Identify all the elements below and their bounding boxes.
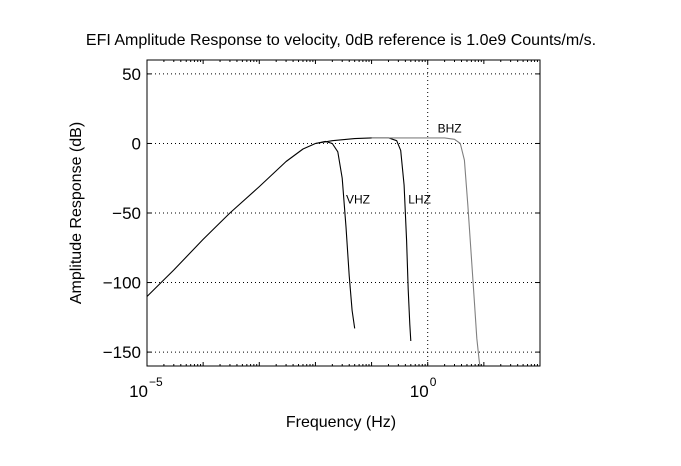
tick-marks [146, 60, 541, 366]
x-tick-label: 10 0 [410, 375, 437, 401]
x-tick-label-exponent: 0 [430, 375, 437, 389]
y-tick-label: −100 [103, 274, 141, 293]
series-line-bhz [371, 137, 481, 367]
series-labels: VHZ LHZ BHZ [346, 121, 462, 206]
y-tick-label: 0 [132, 134, 141, 153]
y-tick-label: −50 [112, 204, 141, 223]
series-label-lhz: LHZ [408, 192, 431, 206]
series-lines [146, 137, 481, 367]
x-tick-label-base: 10 [410, 382, 429, 401]
x-tick-label-base: 10 [129, 382, 148, 401]
x-axis-label: Frequency (Hz) [286, 414, 396, 431]
y-tick-labels: 50 0 −50 −100 −150 [103, 65, 141, 362]
plot-area: VHZ LHZ BHZ [146, 59, 541, 367]
series-label-vhz: VHZ [346, 192, 370, 206]
series-label-bhz: BHZ [438, 121, 462, 135]
y-axis-label: Amplitude Response (dB) [68, 122, 85, 304]
y-tick-label: −150 [103, 343, 141, 362]
x-tick-label-exponent: −5 [149, 375, 163, 389]
x-tick-label: 10 −5 [129, 375, 163, 401]
chart-title: EFI Amplitude Response to velocity, 0dB … [86, 32, 596, 49]
x-tick-labels: 10 −5 10 0 [129, 375, 437, 401]
y-tick-label: 50 [122, 65, 141, 84]
series-line-lhz [315, 137, 412, 342]
